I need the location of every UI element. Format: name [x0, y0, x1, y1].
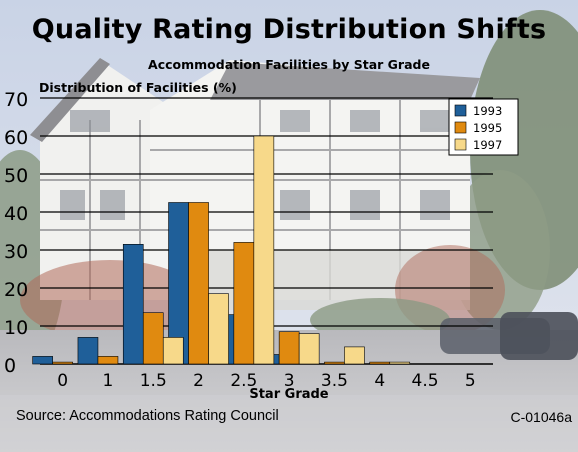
y-tick-label: 20: [4, 279, 28, 301]
x-tick-label: 2.5: [230, 371, 257, 391]
chart-title: Quality Rating Distribution Shifts: [31, 14, 547, 45]
x-tick-label: 3: [284, 371, 295, 391]
bar-1995-1.5: [142, 312, 164, 365]
figure-code: C-01046a: [510, 409, 573, 425]
x-tick-label: 1.5: [140, 371, 167, 391]
x-tick-label: 4.5: [412, 371, 439, 391]
bar-1997-2.5: [253, 135, 275, 365]
bar-1993-0: [32, 356, 53, 365]
source-note: Source: Accommodations Rating Council: [16, 408, 279, 424]
y-tick-label: 30: [4, 241, 28, 263]
legend-label-1997: 1997: [473, 138, 502, 152]
bar-1993-1: [77, 337, 99, 365]
bar-1995-4: [369, 361, 391, 365]
y-tick-label: 10: [4, 317, 28, 339]
y-tick-label: 60: [4, 127, 28, 149]
y-tick-label: 50: [4, 165, 28, 187]
y-tick-label: 0: [4, 355, 16, 377]
bar-1995-1: [97, 356, 119, 365]
legend-label-1995: 1995: [473, 121, 502, 135]
bar-1997-2: [208, 293, 229, 365]
bar-1995-2: [188, 202, 209, 365]
bar-1997-1.5: [162, 337, 184, 365]
bar-1993-1.5: [122, 244, 144, 365]
y-tick-label: 70: [4, 89, 28, 111]
x-tick-label: 4: [374, 371, 385, 391]
legend-swatch-1997: [454, 138, 467, 151]
legend-label-1993: 1993: [473, 104, 502, 118]
x-tick-label: 3.5: [321, 371, 348, 391]
chart-subtitle: Accommodation Facilities by Star Grade: [148, 57, 430, 72]
legend-swatch-1993: [454, 104, 467, 117]
x-tick-label: 2: [193, 371, 204, 391]
x-axis-label: Star Grade: [249, 387, 329, 402]
x-tick-label: 5: [465, 371, 476, 391]
x-tick-label: 0: [57, 371, 68, 391]
bar-1997-3: [298, 333, 320, 365]
legend-swatch-1995: [454, 121, 467, 134]
bar-1995-0: [52, 361, 73, 365]
x-tick-label: 1: [103, 371, 114, 391]
bar-1997-4: [389, 361, 411, 365]
bar-1995-2.5: [233, 242, 255, 365]
bar-1995-3: [278, 331, 300, 365]
bar-1995-3.5: [324, 361, 345, 365]
bar-1997-3.5: [344, 346, 365, 365]
y-axis-label: Distribution of Facilities (%): [39, 80, 237, 95]
y-tick-label: 40: [4, 203, 28, 225]
